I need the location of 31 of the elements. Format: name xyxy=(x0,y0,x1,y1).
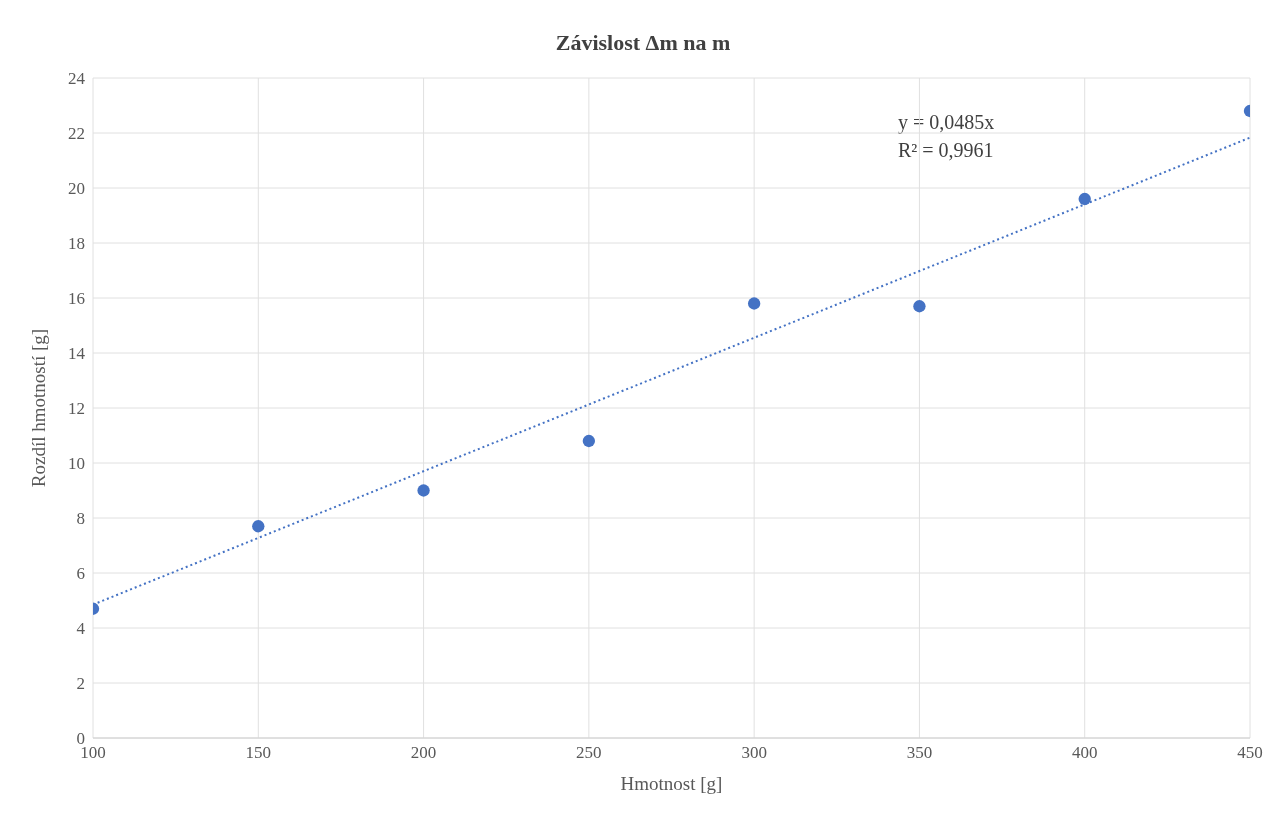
x-tick-label: 200 xyxy=(410,743,437,763)
y-tick-label: 24 xyxy=(68,69,86,89)
x-tick-label: 300 xyxy=(741,743,767,763)
y-axis-title: Rozdíl hmotností [g] xyxy=(27,328,49,488)
y-tick-label: 6 xyxy=(76,564,85,584)
point xyxy=(582,434,596,448)
x-tick-label: 400 xyxy=(1071,743,1098,763)
point xyxy=(252,520,265,533)
x-tick-label: 250 xyxy=(576,743,602,763)
x-tick-label: 350 xyxy=(906,743,933,763)
x-tick-label: 450 xyxy=(1237,743,1263,763)
y-tick-label: 20 xyxy=(68,179,85,199)
y-tick-label: 18 xyxy=(68,234,85,254)
annotation: y = 0,0485x xyxy=(898,110,995,136)
y-tick-label: 10 xyxy=(68,454,85,474)
point xyxy=(913,300,926,313)
y-tick-label: 22 xyxy=(68,124,85,144)
point xyxy=(1078,192,1091,206)
chart-title: Závislost Δm na m xyxy=(554,30,732,56)
y-tick-label: 2 xyxy=(76,674,85,694)
annotation: R² = 0,9961 xyxy=(898,138,995,163)
x-tick-label: 100 xyxy=(80,743,106,763)
y-tick-label: 14 xyxy=(68,344,86,364)
y-tick-label: 16 xyxy=(68,289,85,309)
y-tick-label: 12 xyxy=(68,399,85,419)
x-axis-title: Hmotnost [g] xyxy=(620,773,723,794)
y-tick-label: 8 xyxy=(76,509,85,529)
point xyxy=(417,484,430,497)
point xyxy=(747,297,761,310)
x-tick-label: 150 xyxy=(245,743,272,763)
y-tick-label: 4 xyxy=(76,619,86,639)
